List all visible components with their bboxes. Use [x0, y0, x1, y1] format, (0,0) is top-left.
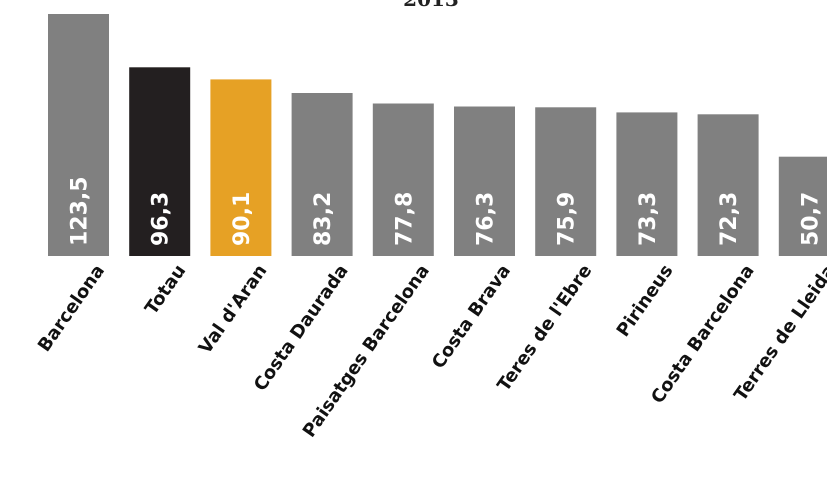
bar-5 [372, 103, 434, 256]
bar-9 [697, 114, 759, 256]
bar-value-label-9: 72,3 [717, 192, 742, 246]
bar-value-label-2: 96,3 [149, 192, 174, 246]
chart-title: 2013 [403, 0, 459, 11]
bar-value-label-1: 123,5 [68, 176, 93, 246]
bar-7 [535, 107, 597, 256]
bar-value-label-3: 90,1 [230, 192, 255, 246]
bar-value-label-4: 83,2 [311, 192, 336, 246]
bars-group [48, 14, 827, 257]
category-label-2: Totau [141, 261, 190, 319]
value-labels-group: 123,5 96,3 90,1 83,2 77,8 76,3 75,9 73,3 72,3 50,… [68, 176, 824, 246]
bar-value-label-7: 75,9 [555, 192, 580, 246]
category-label-3: Val d'Aran [195, 261, 272, 358]
category-label-6: Costa Brava [428, 261, 515, 373]
category-label-1: Barcelona [34, 261, 109, 356]
bar-10 [778, 156, 827, 256]
bar-3 [210, 79, 272, 257]
bar-value-label-8: 73,3 [636, 192, 661, 246]
bar-1 [48, 14, 109, 256]
bar-4 [291, 93, 353, 256]
bar-2 [129, 67, 191, 256]
bar-6 [454, 106, 515, 256]
category-label-8: Pirineus [613, 261, 678, 341]
bar-value-label-10: 50,7 [798, 192, 823, 246]
bar-value-label-5: 77,8 [392, 192, 417, 246]
bar-8 [616, 112, 678, 257]
bar-value-label-6: 76,3 [474, 192, 499, 246]
